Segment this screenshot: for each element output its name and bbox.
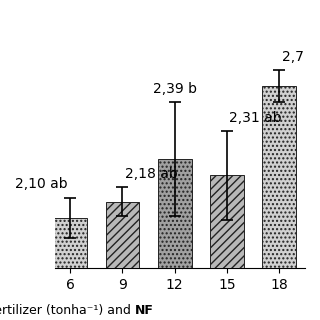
Bar [106, 202, 140, 268]
Text: 2,39 b: 2,39 b [153, 82, 196, 96]
Bar [53, 218, 87, 268]
Text: 2,31 ab: 2,31 ab [229, 110, 282, 124]
Bar [158, 159, 192, 268]
Text: Doses of organic fertilizer (tonha⁻¹) and: Doses of organic fertilizer (tonha⁻¹) an… [0, 304, 134, 317]
Bar [210, 175, 244, 268]
Text: NF: NF [134, 304, 153, 317]
Text: 2,18 ab: 2,18 ab [125, 167, 178, 181]
Bar [262, 86, 296, 268]
Text: 2,7: 2,7 [282, 50, 303, 64]
Text: 2,10 ab: 2,10 ab [15, 177, 68, 191]
